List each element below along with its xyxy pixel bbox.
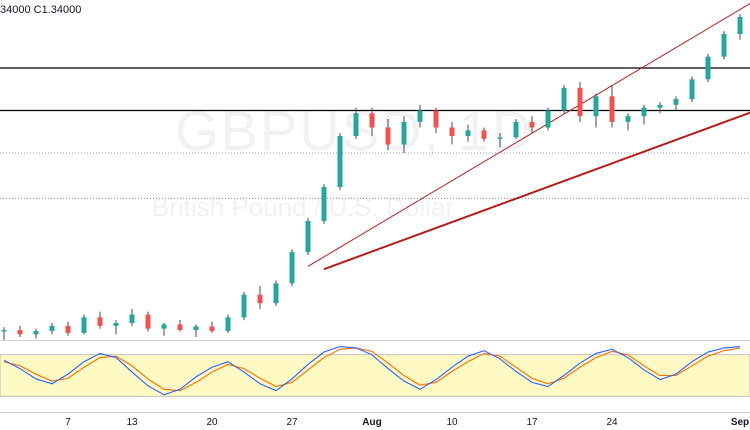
candle — [241, 294, 247, 318]
candle — [561, 87, 567, 111]
candle — [673, 99, 679, 105]
candle — [209, 326, 215, 331]
candle — [721, 34, 727, 57]
candle — [481, 130, 487, 139]
candle — [689, 79, 695, 100]
x-tick-label: Aug — [362, 417, 382, 428]
candle — [513, 121, 519, 138]
candle — [417, 110, 423, 122]
candle — [305, 221, 311, 253]
candle — [1, 330, 7, 332]
ohlc-readout: 34000 C1.34000 — [0, 4, 82, 16]
candle — [193, 326, 199, 331]
candle — [225, 317, 231, 331]
candle — [545, 110, 551, 128]
x-tick-label: 20 — [206, 417, 218, 428]
x-tick-label: 17 — [526, 417, 538, 428]
candle — [449, 127, 455, 136]
trendline — [323, 111, 750, 271]
x-tick-label: 10 — [446, 417, 458, 428]
x-tick-label: 27 — [286, 417, 298, 428]
candle — [625, 116, 631, 122]
candle — [385, 127, 391, 145]
candle — [177, 324, 183, 331]
stochastic-k-line — [3, 345, 741, 396]
candle — [17, 330, 23, 335]
candle — [577, 87, 583, 117]
candle — [593, 96, 599, 117]
candle — [257, 294, 263, 304]
candle — [497, 137, 503, 139]
candle — [97, 317, 103, 326]
candle — [641, 107, 647, 117]
x-tick-label: 24 — [606, 417, 618, 428]
candle — [465, 130, 471, 136]
candle — [353, 113, 359, 136]
candle — [657, 104, 663, 108]
candle — [113, 323, 119, 326]
trendline — [307, 2, 750, 267]
candle — [433, 110, 439, 128]
candle — [337, 136, 343, 187]
candle — [129, 314, 135, 323]
candle — [81, 317, 87, 333]
candle — [289, 252, 295, 284]
candle — [49, 325, 55, 331]
candle — [273, 283, 279, 304]
x-tick-label: 13 — [126, 417, 138, 428]
candle — [401, 121, 407, 145]
candle — [161, 324, 167, 329]
candle — [33, 330, 39, 335]
candle — [369, 113, 375, 128]
candle — [609, 96, 615, 122]
candle — [145, 314, 151, 329]
candle — [529, 121, 535, 128]
candle — [321, 187, 327, 221]
x-tick-label: Sep — [730, 417, 750, 428]
candle — [737, 17, 743, 34]
candle — [705, 56, 711, 80]
x-tick-label: 7 — [65, 417, 71, 428]
candle — [65, 325, 71, 333]
